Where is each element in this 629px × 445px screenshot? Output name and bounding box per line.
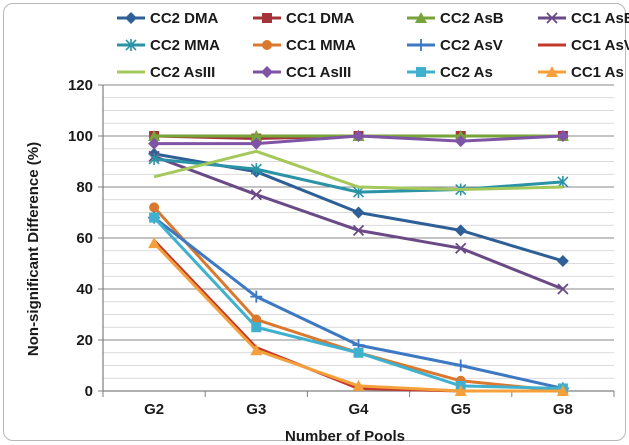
marker-diamond [454,224,467,237]
legend-item: CC1 AsIII [253,64,351,81]
marker-diamond [125,12,137,24]
legend-label: CC2 AsV [440,37,503,54]
legend-item: CC1 AsV [538,37,629,54]
marker-triangle [352,379,365,391]
marker-triangle [148,130,161,141]
marker-triangle [556,385,569,396]
marker-star [250,163,262,176]
marker-x [352,224,365,236]
series [148,152,569,199]
marker-x-stroke [250,189,262,201]
marker-triangle [415,12,427,23]
marker-square [262,13,272,23]
y-tick-label: 100 [68,128,93,145]
marker-star [125,39,137,51]
marker-x-stroke [557,283,569,295]
marker-circle [262,40,272,50]
legend-item: CC1 As [538,64,624,81]
marker-triangle [250,130,263,141]
legend-label: CC2 AsIII [150,64,215,81]
marker-diamond [454,135,467,148]
legend-item: CC1 AsB [538,10,629,27]
y-tick-label: 120 [68,77,93,94]
legend-item: CC2 AsB [407,10,504,27]
legend-item: CC1 MMA [253,37,356,54]
x-tick-label: G8 [553,401,573,418]
series-line [152,206,564,393]
legend-label: CC1 AsIII [286,64,351,81]
marker-diamond [261,66,273,78]
marker-x [250,189,262,201]
marker-diamond [352,206,365,219]
marker-x-stroke [546,12,558,24]
x-axis-ticks: G2 G3 G4 G5 G8 [144,401,573,418]
legend-item: CC1 DMA [253,10,355,27]
legend-label: CC2 MMA [150,37,220,54]
x-axis-label: Number of Pools [285,428,405,445]
legend-label: CC2 DMA [150,10,219,27]
legend: CC2 DMA CC1 DMA CC2 AsB CC1 AsB CC2 MMA CC1 M… [117,10,629,81]
legend-label: CC1 DMA [286,10,355,27]
x-tick-label: G4 [348,401,369,418]
legend-item: CC2 MMA [117,37,220,54]
legend-item: CC2 AsV [407,37,503,54]
marker-x [546,12,558,24]
marker-triangle [250,344,263,356]
marker-diamond [148,137,161,150]
legend-item: CC2 AsIII [117,64,215,81]
marker-x [557,283,569,295]
marker-diamond [556,130,569,142]
marker-star [148,152,160,165]
marker-square [149,212,160,223]
x-tick-label: G3 [246,401,266,418]
marker-x [455,242,467,254]
marker-star [557,175,569,188]
legend-label: CC1 AsV [571,37,629,54]
marker-x-stroke [352,224,365,236]
series [148,130,569,150]
legend-label: CC2 AsB [440,10,504,27]
y-tick-label: 80 [76,179,93,196]
y-tick-label: 0 [85,383,93,400]
marker-triangle [148,237,161,249]
marker-plus [415,39,427,51]
marker-square [353,347,364,358]
series-line [153,154,564,291]
x-tick-label: G2 [144,401,164,418]
marker-circle [251,314,262,325]
series-line [153,149,563,192]
marker-plus [454,359,467,372]
y-tick-label: 40 [76,281,93,298]
legend-label: CC1 As [571,64,624,81]
legend-item: CC2 DMA [117,10,219,27]
y-tick-label: 20 [76,332,93,349]
legend-label: CC1 MMA [286,37,356,54]
marker-x-stroke [455,242,467,254]
marker-diamond [250,137,263,150]
marker-square [416,67,426,77]
y-tick-label: 60 [76,230,93,247]
marker-square [251,322,262,333]
series [148,237,569,396]
x-tick-label: G5 [451,401,471,418]
marker-triangle [454,385,467,396]
legend-label: CC2 As [440,64,493,81]
chart-frame [3,3,626,441]
y-axis-ticks: 0 20 40 60 80 100 120 [68,77,103,400]
marker-diamond [352,130,365,142]
legend-item: CC2 As [407,64,493,81]
marker-circle [149,202,160,213]
marker-diamond [556,254,569,267]
series [153,149,563,192]
marker-triangle [546,66,558,77]
marker-plus [250,290,263,303]
legend-label: CC1 AsB [571,10,629,27]
series-lines [148,130,569,396]
y-axis-label: Non-significant Difference (%) [25,142,42,356]
